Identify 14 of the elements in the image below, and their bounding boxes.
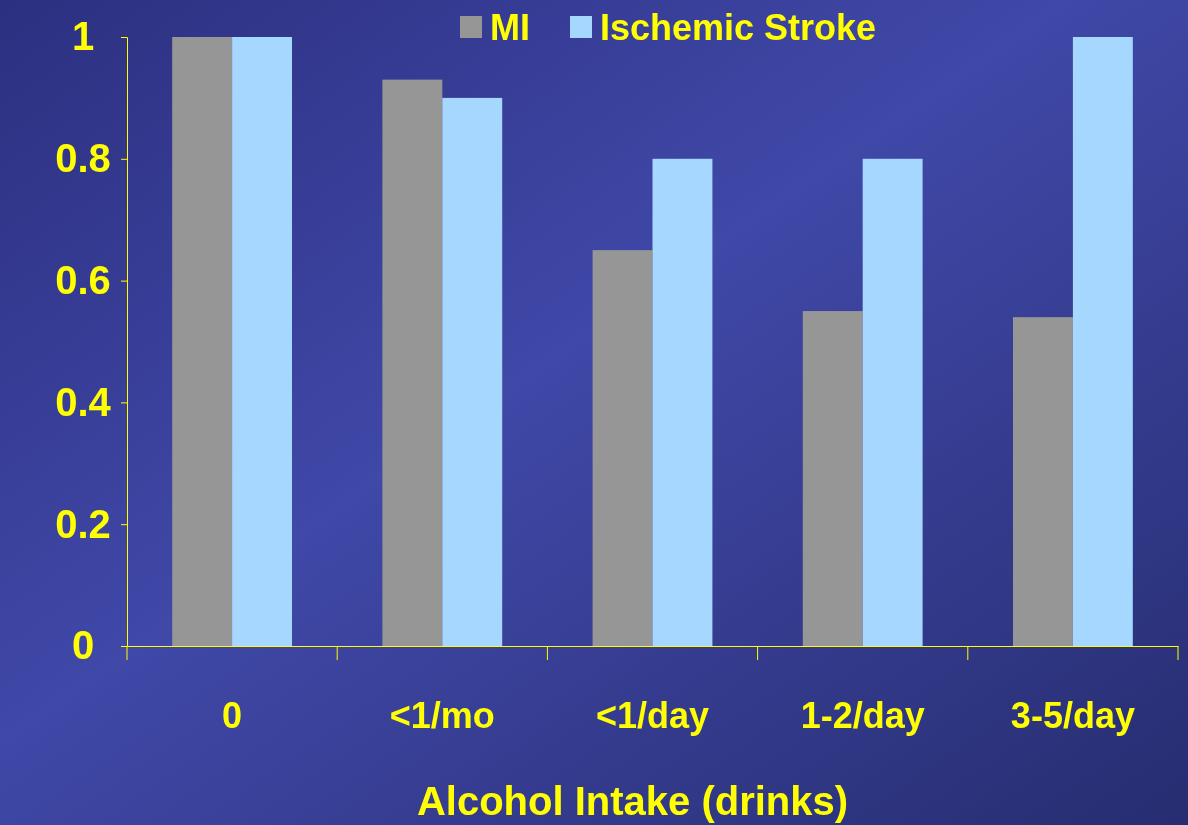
legend-label: Ischemic Stroke [600,7,877,48]
y-tick-label: 0.8 [55,136,111,181]
x-tick-label: <1/day [595,695,710,737]
y-tick-label: 1 [71,14,95,59]
x-tick-label: 0 [222,695,243,737]
legend-label: MI [490,7,530,48]
y-tick-label: 0 [71,623,95,668]
x-tick-label: <1/mo [389,695,495,737]
y-tick-label: 0.4 [55,379,112,424]
x-tick-label: 1-2/day [800,695,925,737]
x-tick-label: 3-5/day [1010,695,1135,737]
y-tick-label: 0.2 [55,501,111,546]
x-axis-title: Alcohol Intake (drinks) [416,779,849,823]
y-tick-label: 0.6 [55,257,111,302]
